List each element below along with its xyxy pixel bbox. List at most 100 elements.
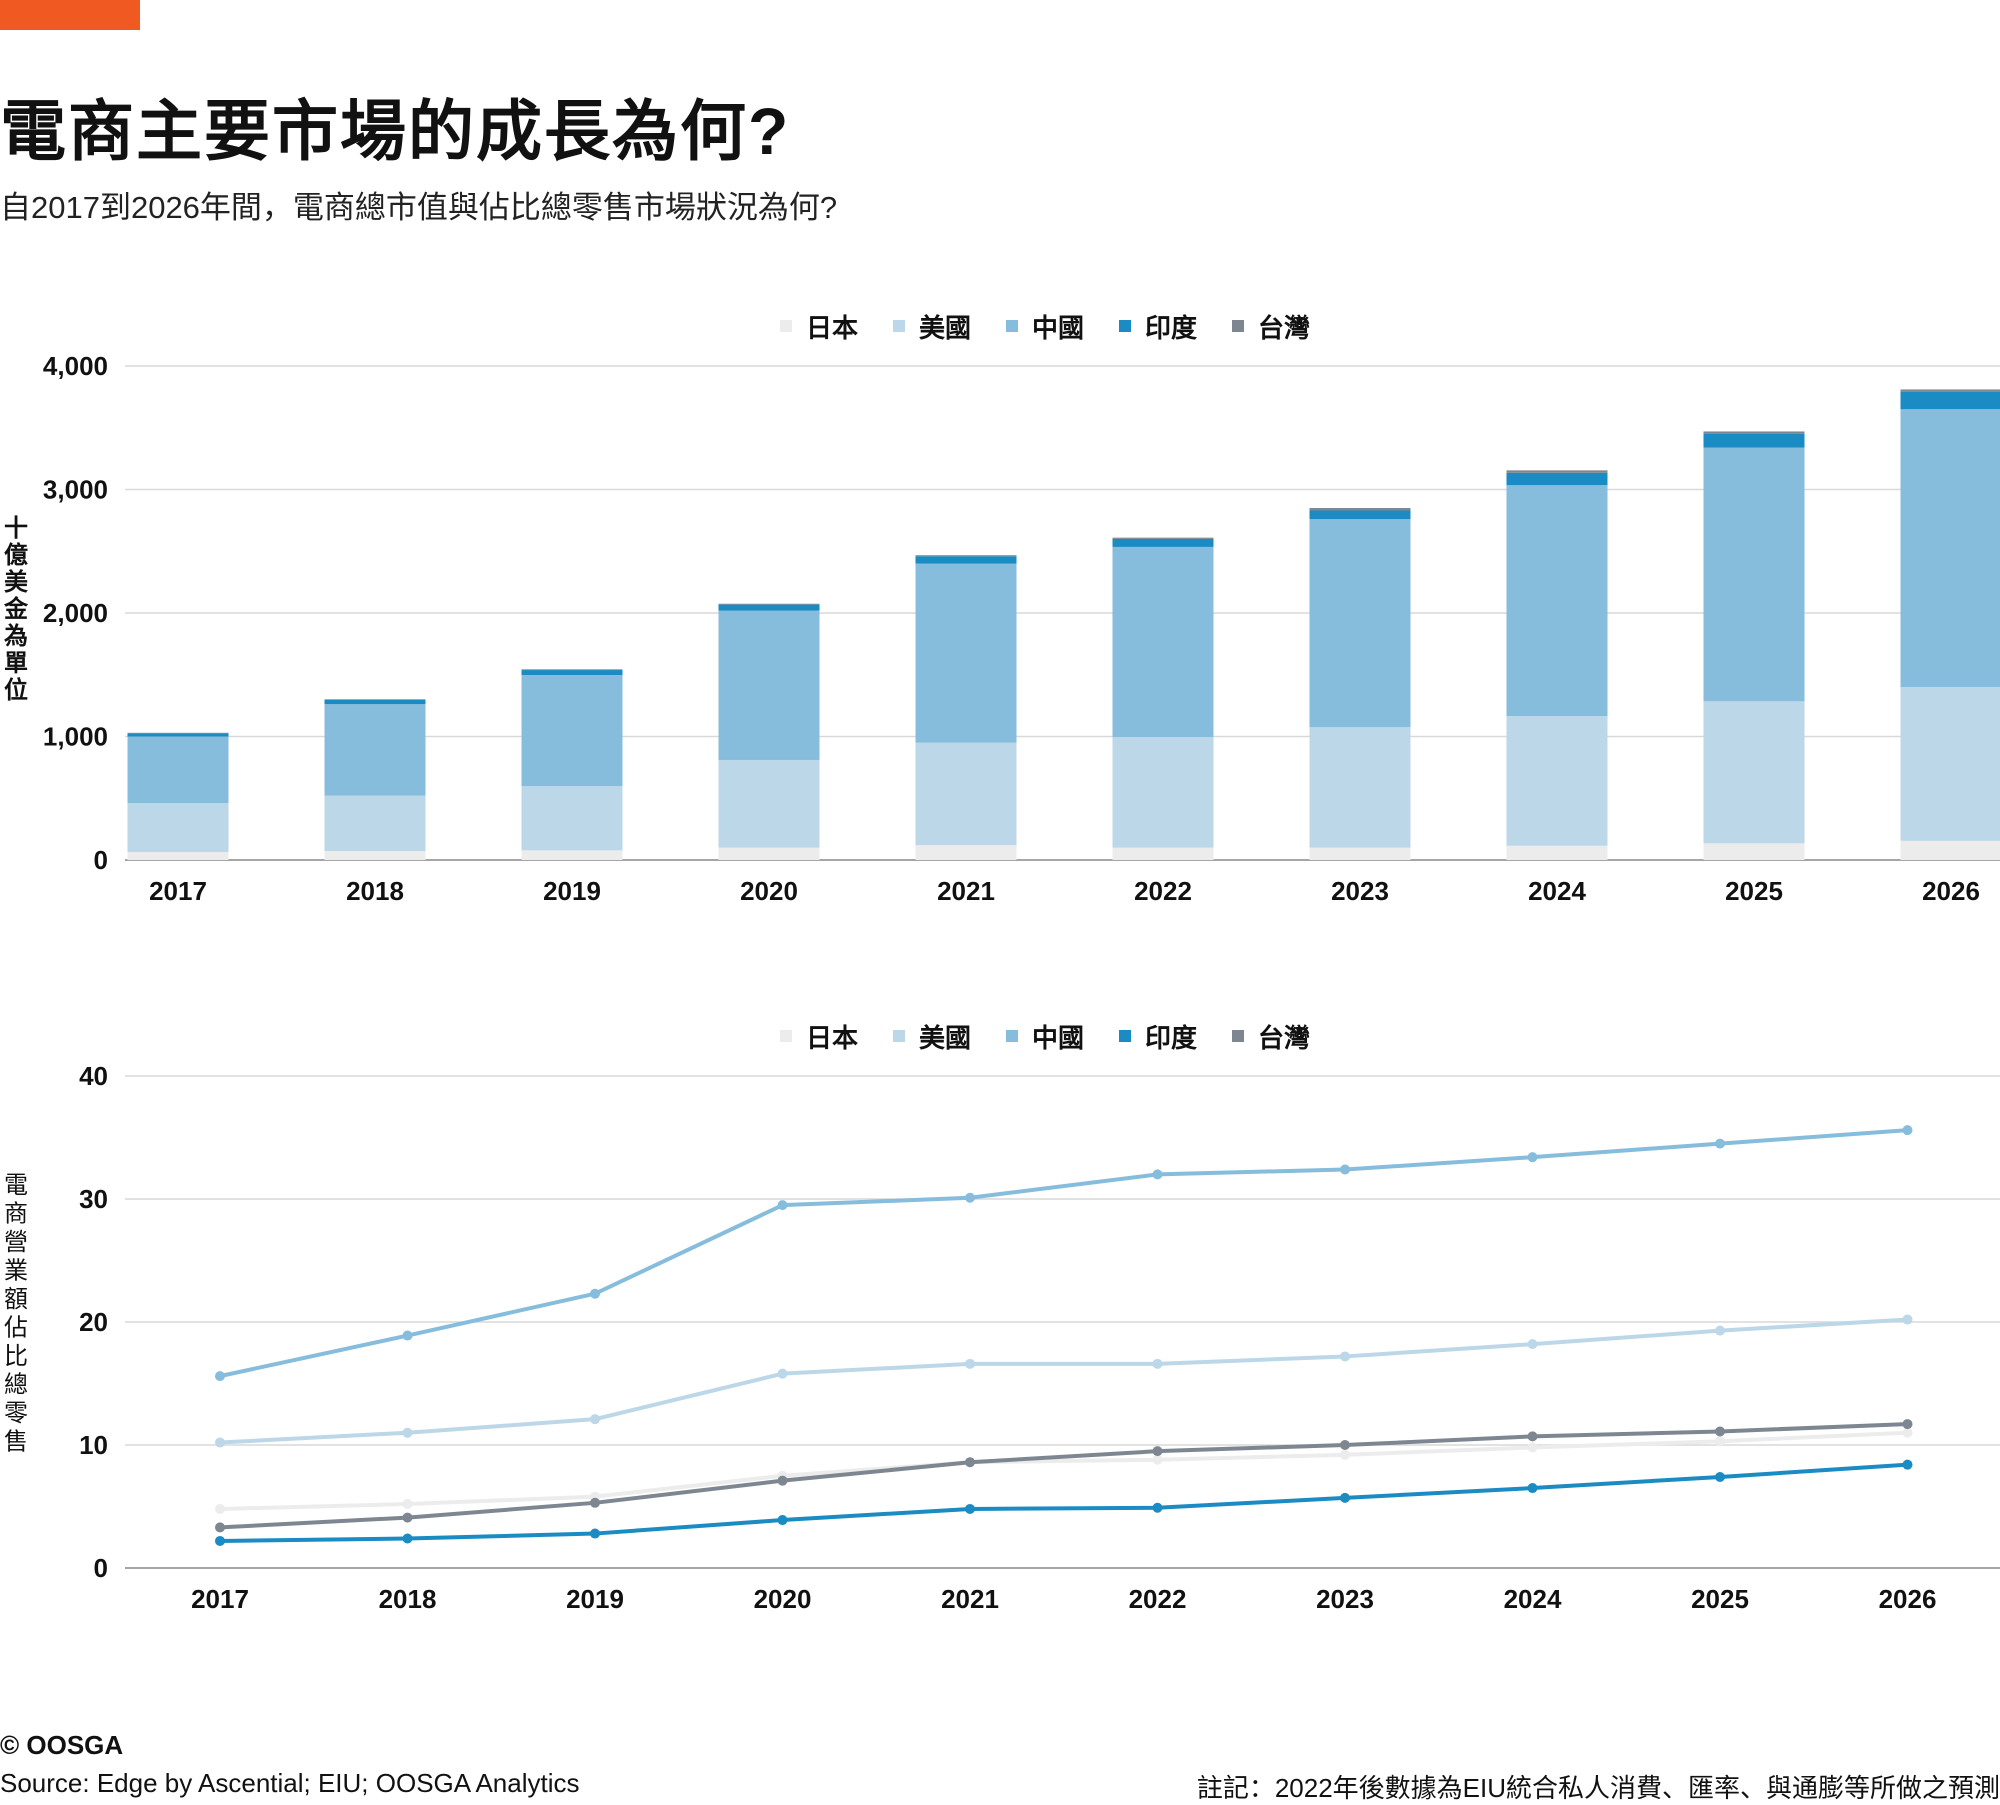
bar-2020-印度 [719,605,820,611]
data-point-台灣-2024 [1528,1431,1538,1441]
data-point-中國-2020 [778,1200,788,1210]
y-tick-label: 10 [79,1430,108,1460]
legend-label-3: 印度 [1145,313,1197,344]
legend-swatch-1 [893,1030,905,1042]
bar-2022-台灣 [1113,538,1214,539]
x-tick-label: 2019 [566,1584,624,1614]
bar-2021-台灣 [916,555,1017,556]
y-axis-label-char: 億 [4,541,28,569]
data-point-印度-2020 [778,1515,788,1525]
data-point-美國-2026 [1903,1315,1913,1325]
x-tick-label: 2026 [1922,876,1980,906]
y-axis-label-char: 商 [4,1200,28,1228]
y-axis-label-char: 電 [4,1171,28,1199]
y-axis-label-char: 額 [4,1285,28,1313]
x-tick-label: 2025 [1691,1584,1749,1614]
bar-2022-中國 [1113,547,1214,737]
data-point-中國-2022 [1153,1169,1163,1179]
y-axis-label-char: 佔 [4,1314,28,1342]
y-axis-label-char: 業 [4,1257,28,1285]
data-point-美國-2019 [590,1414,600,1424]
legend-swatch-1 [893,320,905,332]
data-point-日本-2017 [215,1504,225,1514]
bar-2019-美國 [522,786,623,850]
legend-label-0: 日本 [806,314,858,344]
data-point-日本-2023 [1340,1450,1350,1460]
x-tick-label: 2023 [1316,1584,1374,1614]
data-point-印度-2026 [1903,1460,1913,1470]
bar-2017-印度 [128,733,229,736]
y-axis-label-char: 零 [4,1399,28,1427]
series-line-中國 [220,1130,1908,1376]
x-tick-label: 2021 [937,876,995,906]
data-point-中國-2017 [215,1371,225,1381]
bar-2017-日本 [128,852,229,860]
bar-2019-日本 [522,850,623,860]
data-point-台灣-2020 [778,1476,788,1486]
y-tick-label: 4,000 [43,351,108,381]
data-point-印度-2022 [1153,1503,1163,1513]
x-tick-label: 2025 [1725,876,1783,906]
data-point-美國-2025 [1715,1326,1725,1336]
legend-label-4: 台灣 [1258,313,1310,344]
series-line-日本 [220,1433,1908,1509]
legend-swatch-2 [1006,320,1018,332]
bar-2020-美國 [719,760,820,848]
y-axis-label-char: 售 [4,1428,28,1456]
y-tick-label: 0 [94,845,108,875]
bar-2025-中國 [1704,448,1805,702]
legend-label-2: 中國 [1032,314,1084,344]
x-tick-label: 2023 [1331,876,1389,906]
legend-label-0: 日本 [806,1024,858,1054]
y-tick-label: 20 [79,1307,108,1337]
legend-swatch-3 [1119,1030,1131,1042]
data-point-台灣-2026 [1903,1419,1913,1429]
accent-bar [0,0,140,30]
legend-label-2: 中國 [1032,1024,1084,1054]
legend-label-1: 美國 [919,1023,971,1054]
data-point-中國-2019 [590,1289,600,1299]
bar-2019-印度 [522,670,623,675]
data-point-日本-2022 [1153,1455,1163,1465]
bar-2018-台灣 [325,699,426,700]
bar-2026-印度 [1901,392,2000,409]
bar-2023-中國 [1310,519,1411,727]
data-point-台灣-2021 [965,1457,975,1467]
data-point-台灣-2022 [1153,1446,1163,1456]
bar-2025-美國 [1704,701,1805,843]
data-point-中國-2025 [1715,1139,1725,1149]
bar-2021-美國 [916,743,1017,846]
x-tick-label: 2019 [543,876,601,906]
bar-2018-印度 [325,700,426,704]
bar-2025-日本 [1704,843,1805,860]
legend-swatch-0 [780,320,792,332]
bar-2018-日本 [325,851,426,860]
bar-2020-台灣 [719,604,820,605]
bar-2017-台灣 [128,733,229,734]
data-point-中國-2023 [1340,1164,1350,1174]
bar-2023-台灣 [1310,508,1411,510]
y-tick-label: 0 [94,1553,108,1583]
x-tick-label: 2020 [740,876,798,906]
bar-2024-印度 [1507,473,1608,485]
y-tick-label: 2,000 [43,598,108,628]
bar-2017-美國 [128,803,229,852]
data-point-台灣-2019 [590,1498,600,1508]
y-tick-label: 1,000 [43,722,108,752]
data-point-印度-2023 [1340,1493,1350,1503]
x-tick-label: 2026 [1879,1584,1937,1614]
legend-swatch-2 [1006,1030,1018,1042]
bar-2019-台灣 [522,669,623,670]
data-point-印度-2024 [1528,1483,1538,1493]
bar-2024-美國 [1507,716,1608,846]
copyright: © OOSGA [0,1730,123,1761]
y-axis-label-char: 比 [4,1342,28,1370]
x-tick-label: 2018 [379,1584,437,1614]
y-axis-label-char: 金 [3,595,29,623]
data-point-台灣-2017 [215,1522,225,1532]
y-axis-label-char: 為 [4,622,28,650]
series-line-美國 [220,1320,1908,1443]
x-tick-label: 2020 [754,1584,812,1614]
